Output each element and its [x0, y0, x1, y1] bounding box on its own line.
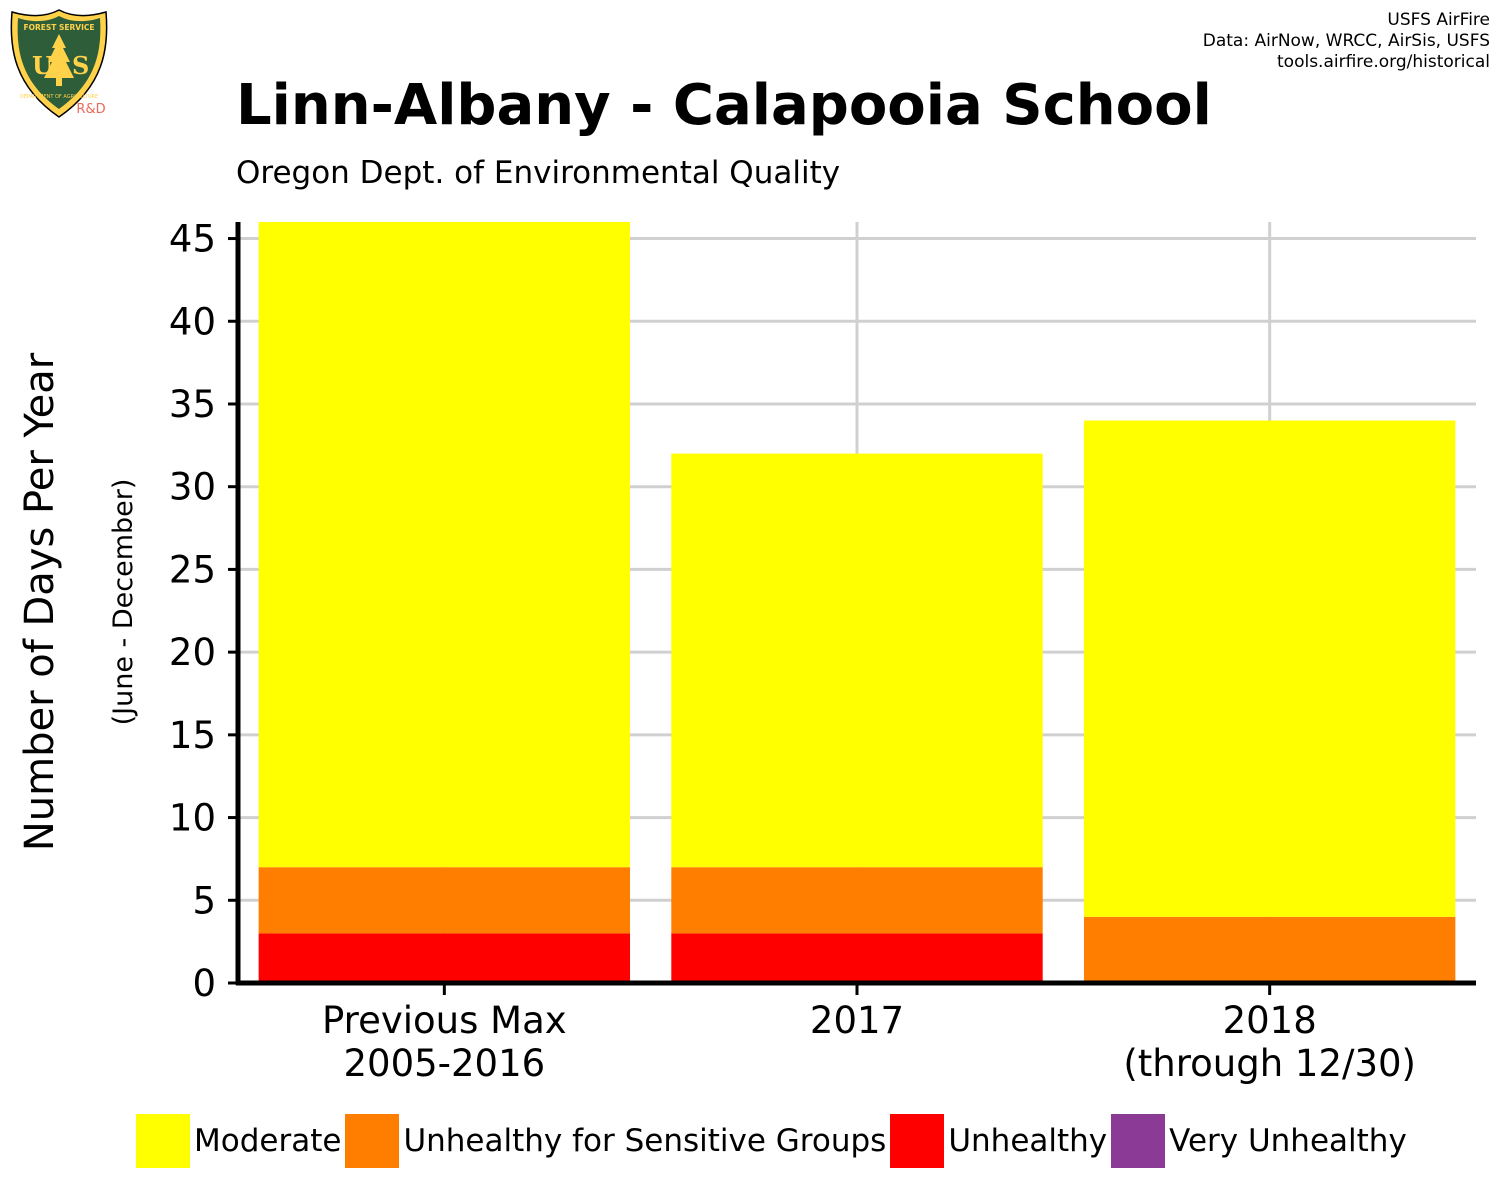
bar-1-moderate	[671, 453, 1043, 868]
legend-swatch-unhealthy	[890, 1114, 945, 1168]
y-tick-label-5: 5	[192, 879, 216, 922]
chart-subtitle: Oregon Dept. of Environmental Quality	[236, 155, 841, 191]
axes	[228, 222, 1476, 995]
legend-item-moderate: Moderate	[136, 1114, 341, 1168]
legend-swatch-very-unhealthy	[1111, 1114, 1166, 1168]
legend-label-unhealthy-for-sensitive-groups: Unhealthy for Sensitive Groups	[403, 1123, 887, 1159]
bar-1-unhealthy	[671, 933, 1043, 983]
legend-item-very-unhealthy: Very Unhealthy	[1111, 1114, 1407, 1168]
y-tick-label-40: 40	[169, 300, 216, 343]
bar-2-moderate	[1083, 420, 1456, 917]
bar-0-unhealthy-for-sensitive-groups	[258, 867, 631, 934]
y-tick-label-45: 45	[169, 218, 216, 261]
y-tick-label-15: 15	[169, 714, 216, 757]
logo-bottom-text: DEPARTMENT OF AGRICULTURE	[20, 94, 98, 100]
bar-1-unhealthy-for-sensitive-groups	[671, 867, 1043, 934]
x-tick-label-0-0: Previous Max	[322, 999, 567, 1042]
y-tick-label-0: 0	[192, 962, 216, 1005]
y-axis-sublabel: (June - December)	[108, 479, 139, 726]
logo-letter-u: U	[32, 51, 53, 80]
x-tick-label-2-0: 2018	[1223, 999, 1317, 1042]
y-tick-label-10: 10	[169, 797, 216, 840]
credit-line-3: tools.airfire.org/historical	[1277, 52, 1490, 72]
y-tick-label-35: 35	[169, 383, 216, 426]
credits: USFS AirFire Data: AirNow, WRCC, AirSis,…	[1203, 10, 1490, 73]
bar-0-moderate	[258, 222, 631, 868]
usfs-logo: U S FOREST SERVICE DEPARTMENT OF AGRICUL…	[10, 9, 108, 118]
credit-line-1: USFS AirFire	[1387, 10, 1490, 30]
legend-swatch-moderate	[136, 1114, 190, 1168]
chart-title: Linn-Albany - Calapooia School	[236, 73, 1212, 138]
y-tick-label-20: 20	[169, 631, 216, 674]
y-tick-label-25: 25	[169, 548, 216, 591]
y-tick-label-30: 30	[169, 466, 216, 509]
logo-letter-s: S	[72, 51, 89, 80]
tree-icon	[44, 34, 74, 86]
bar-2-unhealthy-for-sensitive-groups	[1083, 916, 1456, 983]
legend-label-unhealthy: Unhealthy	[948, 1123, 1108, 1159]
x-tick-label-1-0: 2017	[810, 999, 904, 1042]
y-axis-label: Number of Days Per Year	[17, 352, 63, 851]
legend-swatch-unhealthy-for-sensitive-groups	[345, 1114, 400, 1168]
bars	[258, 222, 1456, 983]
logo-top-text: FOREST SERVICE	[23, 23, 94, 32]
legend-label-moderate: Moderate	[194, 1123, 342, 1159]
legend-label-very-unhealthy: Very Unhealthy	[1169, 1123, 1407, 1159]
x-tick-label-0-1: 2005-2016	[343, 1042, 545, 1085]
legend-item-unhealthy-for-sensitive-groups: Unhealthy for Sensitive Groups	[345, 1114, 886, 1168]
credit-line-2: Data: AirNow, WRCC, AirSis, USFS	[1202, 31, 1490, 51]
legend: Moderate Unhealthy for Sensitive Groups Un…	[136, 1113, 1411, 1169]
legend-item-unhealthy: Unhealthy	[890, 1114, 1107, 1168]
bar-0-unhealthy	[258, 933, 631, 983]
y-tick-labels: 0 5 10 15 20 25 30 35 40 45	[169, 218, 216, 1005]
x-tick-label-2-1: (through 12/30)	[1123, 1042, 1416, 1085]
logo-rd-tag: R&D	[76, 102, 105, 117]
